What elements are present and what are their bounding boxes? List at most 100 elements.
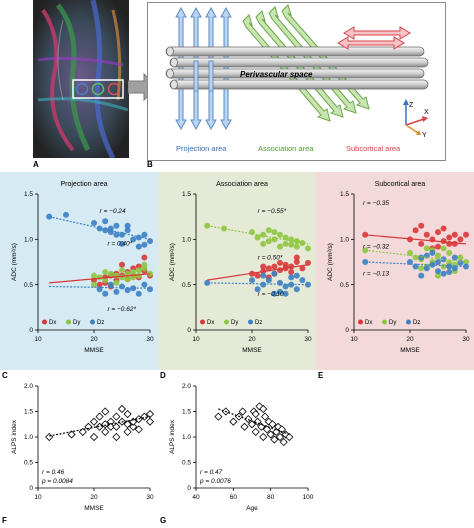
- data-point-dy: [124, 276, 131, 283]
- chart-subcortical-area: Subcortical area 10 20 30 0 0.5 1.0 1.5 MMSE ADC …: [316, 172, 474, 370]
- subcortical-arrows: [337, 26, 411, 50]
- data-point: [112, 432, 121, 442]
- data-point-dy: [254, 234, 261, 241]
- data-point-dz: [113, 288, 120, 295]
- data-point-dy: [113, 279, 120, 286]
- stat-label: r = 0.47: [200, 469, 223, 476]
- data-point-dy: [135, 267, 142, 274]
- data-point-dz: [141, 241, 148, 248]
- data-point-dy: [288, 236, 295, 243]
- data-point: [285, 432, 294, 442]
- y-axis-label: ALPS index: [169, 419, 176, 454]
- xyz-axes-icon: Z X Y: [403, 99, 429, 139]
- correlation-label: r = −0.24: [100, 208, 126, 215]
- data-point-dx: [277, 267, 283, 274]
- data-point-dz: [457, 259, 464, 266]
- data-point-dx: [457, 236, 464, 243]
- x-tick-label: 20: [406, 336, 414, 343]
- trend-line-dx: [365, 234, 467, 245]
- data-point-dx: [440, 225, 447, 232]
- data-point: [123, 420, 132, 429]
- data-point-dz: [147, 286, 153, 293]
- x-tick-label: 80: [267, 494, 275, 501]
- trend-line-dy: [365, 249, 467, 263]
- legend-marker-dx: [200, 319, 205, 325]
- x-tick-label: 30: [304, 336, 312, 343]
- data-point: [112, 412, 121, 421]
- data-point-dz: [124, 222, 131, 229]
- data-point-dx: [293, 254, 300, 261]
- data-point: [89, 432, 99, 442]
- y-tick-label: 0: [187, 485, 191, 492]
- data-point-dx: [446, 234, 453, 241]
- y-tick-label: 1.5: [182, 409, 191, 416]
- data-point-dz: [102, 227, 109, 234]
- data-point-dx: [271, 263, 278, 270]
- y-tick-label: 1.0: [182, 237, 191, 244]
- data-point-dz: [124, 287, 131, 294]
- legend-label-dz: Dz: [255, 320, 262, 326]
- data-point-dz: [435, 259, 441, 265]
- data-point-dz: [435, 268, 441, 275]
- legend-label-dy: Dy: [73, 320, 80, 326]
- chart-title: Subcortical area: [375, 181, 426, 188]
- data-point-dz: [282, 290, 289, 297]
- axis-x-label: X: [424, 109, 429, 116]
- chart-title: Projection area: [60, 181, 107, 188]
- data-point: [268, 420, 277, 429]
- data-point-dz: [429, 249, 436, 256]
- data-point-dx: [254, 272, 261, 279]
- chart-projection-area: Projection area 10 20 30 0 0.5 1.0 1.5 MMSE ADC (…: [0, 172, 158, 370]
- data-point-dz: [277, 288, 283, 295]
- data-point: [129, 422, 138, 431]
- data-point: [101, 420, 110, 429]
- data-point-dx: [288, 268, 295, 275]
- trend-line: [49, 416, 151, 437]
- y-tick-label: 1.5: [24, 191, 33, 198]
- data-point-dz: [277, 279, 283, 286]
- data-point-dz: [119, 231, 125, 238]
- y-tick-label: 0.5: [340, 282, 349, 289]
- data-point-dx: [435, 243, 441, 250]
- y-tick-label: 1.5: [340, 191, 349, 198]
- panel-label-c: C: [2, 371, 8, 380]
- correlation-label: r = 0.50*: [258, 254, 283, 261]
- data-point-dy: [204, 222, 211, 229]
- y-tick-label: 0: [29, 485, 33, 492]
- data-point-dz: [463, 263, 469, 270]
- data-point-dz: [135, 243, 142, 250]
- data-point-dz: [412, 263, 419, 270]
- legend-label-dx: Dx: [49, 320, 56, 326]
- trend-line-dz: [207, 282, 309, 286]
- data-point-dy: [446, 249, 453, 256]
- x-tick-label: 20: [248, 336, 256, 343]
- data-point-dz: [260, 281, 267, 288]
- x-axis-label: Age: [246, 505, 258, 512]
- y-axis-label: ADC (mm²/s): [327, 243, 334, 281]
- projection-area-label: Projection area: [176, 144, 227, 153]
- x-axis-label: MMSE: [242, 347, 262, 354]
- data-point-dx: [423, 231, 430, 238]
- data-point: [101, 407, 110, 416]
- panel-b-diagram: Perivascular space Projection area Assoc…: [147, 2, 446, 161]
- legend-label-dx: Dx: [207, 320, 214, 326]
- data-point: [261, 412, 270, 421]
- projection-arrows: [175, 6, 232, 131]
- association-area-label: Association area: [258, 144, 314, 153]
- data-point: [95, 412, 104, 421]
- data-point: [101, 427, 110, 436]
- perivascular-label: Perivascular space: [240, 70, 313, 79]
- data-point-dx: [412, 227, 419, 234]
- panel-label-a: A: [33, 160, 39, 169]
- x-axis-label: MMSE: [400, 347, 420, 354]
- data-point: [129, 417, 138, 426]
- data-point: [238, 407, 247, 416]
- data-point: [84, 422, 93, 431]
- perivascular-diagram: Perivascular space Projection area Assoc…: [165, 4, 429, 153]
- y-tick-label: 0: [29, 327, 33, 334]
- data-point: [123, 427, 132, 436]
- data-point: [112, 422, 121, 431]
- data-point-dy: [282, 240, 289, 247]
- data-point-dy: [299, 239, 306, 246]
- data-point-dx: [96, 281, 103, 288]
